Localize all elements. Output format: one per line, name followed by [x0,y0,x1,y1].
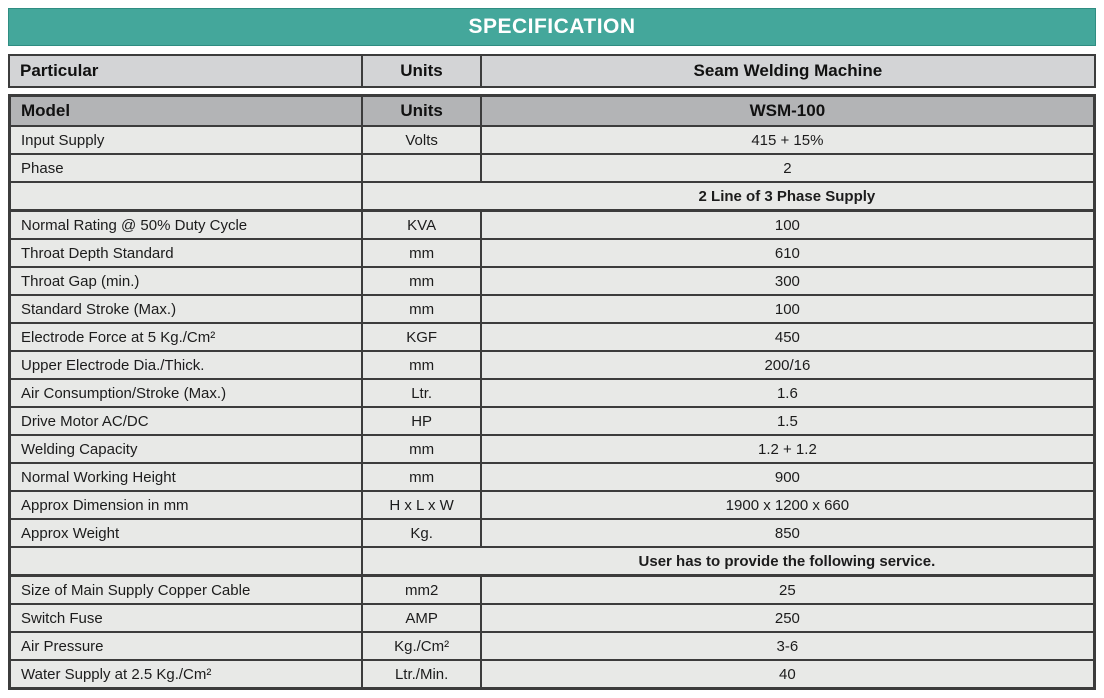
table-row: Throat Depth Standard mm 610 [8,238,1096,268]
table-row: Air Consumption/Stroke (Max.) Ltr. 1.6 [8,378,1096,408]
cell-units [361,181,481,212]
cell-units: AMP [361,603,482,633]
cell-value: 3-6 [479,631,1096,661]
column-header-row: Particular Units Seam Welding Machine [7,54,1097,88]
cell-units: mm [361,238,482,268]
spec-title: SPECIFICATION [468,15,636,38]
table-row: Air Pressure Kg./Cm² 3-6 [8,631,1096,661]
cell-value: 900 [479,462,1096,492]
column-header-table: Particular Units Seam Welding Machine [7,54,1097,88]
cell-units: H x L x W [361,490,482,520]
cell-units [361,546,481,577]
cell-value: WSM-100 [479,94,1096,127]
cell-particular: Normal Working Height [8,462,364,492]
cell-value: 250 [479,603,1096,633]
specification-table: Model Units WSM-100 Input Supply Volts 4… [8,94,1096,690]
table-row: Input Supply Volts 415 + 15% [8,125,1096,155]
cell-particular: Water Supply at 2.5 Kg./Cm² [8,659,364,690]
col-header-particular: Particular [7,54,364,88]
table-row: Switch Fuse AMP 250 [8,603,1096,633]
table-row: Phase 2 [8,153,1096,183]
cell-value: 200/16 [479,350,1096,380]
cell-particular [8,181,364,212]
table-row: Upper Electrode Dia./Thick. mm 200/16 [8,350,1096,380]
cell-particular: Approx Weight [8,518,364,548]
cell-units: mm [361,462,482,492]
table-row: Normal Rating @ 50% Duty Cycle KVA 100 [8,209,1096,240]
section-label: User has to provide the following servic… [480,546,1096,577]
cell-units: mm [361,350,482,380]
cell-value: 2 [479,153,1096,183]
col-header-units: Units [361,54,482,88]
cell-particular: Air Pressure [8,631,364,661]
cell-units: mm2 [361,574,482,605]
table-row: Size of Main Supply Copper Cable mm2 25 [8,574,1096,605]
cell-units: HP [361,406,482,436]
cell-units: mm [361,434,482,464]
cell-units: mm [361,266,482,296]
table-row: Normal Working Height mm 900 [8,462,1096,492]
model-row: Model Units WSM-100 [8,94,1096,127]
cell-value: 1900 x 1200 x 660 [479,490,1096,520]
section-row: 2 Line of 3 Phase Supply [8,181,1096,212]
cell-units: Kg./Cm² [361,631,482,661]
cell-units: Ltr. [361,378,482,408]
cell-particular: Input Supply [8,125,364,155]
cell-particular: Air Consumption/Stroke (Max.) [8,378,364,408]
cell-value: 850 [479,518,1096,548]
cell-value: 40 [479,659,1096,690]
cell-particular: Standard Stroke (Max.) [8,294,364,324]
cell-units: mm [361,294,482,324]
cell-particular [8,546,364,577]
cell-units: KVA [361,209,482,240]
cell-value: 100 [479,294,1096,324]
cell-particular: Drive Motor AC/DC [8,406,364,436]
cell-particular: Electrode Force at 5 Kg./Cm² [8,322,364,352]
cell-units: KGF [361,322,482,352]
cell-value: 100 [479,209,1096,240]
table-row: Water Supply at 2.5 Kg./Cm² Ltr./Min. 40 [8,659,1096,690]
cell-particular: Welding Capacity [8,434,364,464]
cell-value: 1.6 [479,378,1096,408]
cell-particular: Model [8,94,364,127]
cell-units: Units [361,94,482,127]
section-label: 2 Line of 3 Phase Supply [480,181,1096,212]
cell-particular: Throat Gap (min.) [8,266,364,296]
cell-particular: Approx Dimension in mm [8,490,364,520]
cell-particular: Phase [8,153,364,183]
cell-value: 415 + 15% [479,125,1096,155]
cell-value: 1.2 + 1.2 [479,434,1096,464]
cell-particular: Normal Rating @ 50% Duty Cycle [8,209,364,240]
table-row: Approx Dimension in mm H x L x W 1900 x … [8,490,1096,520]
table-row: Electrode Force at 5 Kg./Cm² KGF 450 [8,322,1096,352]
cell-value: 450 [479,322,1096,352]
table-row: Welding Capacity mm 1.2 + 1.2 [8,434,1096,464]
cell-value: 300 [479,266,1096,296]
table-row: Throat Gap (min.) mm 300 [8,266,1096,296]
col-header-machine: Seam Welding Machine [479,54,1097,88]
cell-units [361,153,482,183]
cell-value: 25 [479,574,1096,605]
spec-title-band: SPECIFICATION [8,8,1096,46]
cell-particular: Upper Electrode Dia./Thick. [8,350,364,380]
cell-units: Volts [361,125,482,155]
cell-units: Ltr./Min. [361,659,482,690]
section-row: User has to provide the following servic… [8,546,1096,577]
cell-particular: Switch Fuse [8,603,364,633]
cell-units: Kg. [361,518,482,548]
table-row: Approx Weight Kg. 850 [8,518,1096,548]
table-row: Drive Motor AC/DC HP 1.5 [8,406,1096,436]
cell-value: 1.5 [479,406,1096,436]
cell-value: 610 [479,238,1096,268]
table-row: Standard Stroke (Max.) mm 100 [8,294,1096,324]
cell-particular: Throat Depth Standard [8,238,364,268]
cell-particular: Size of Main Supply Copper Cable [8,574,364,605]
